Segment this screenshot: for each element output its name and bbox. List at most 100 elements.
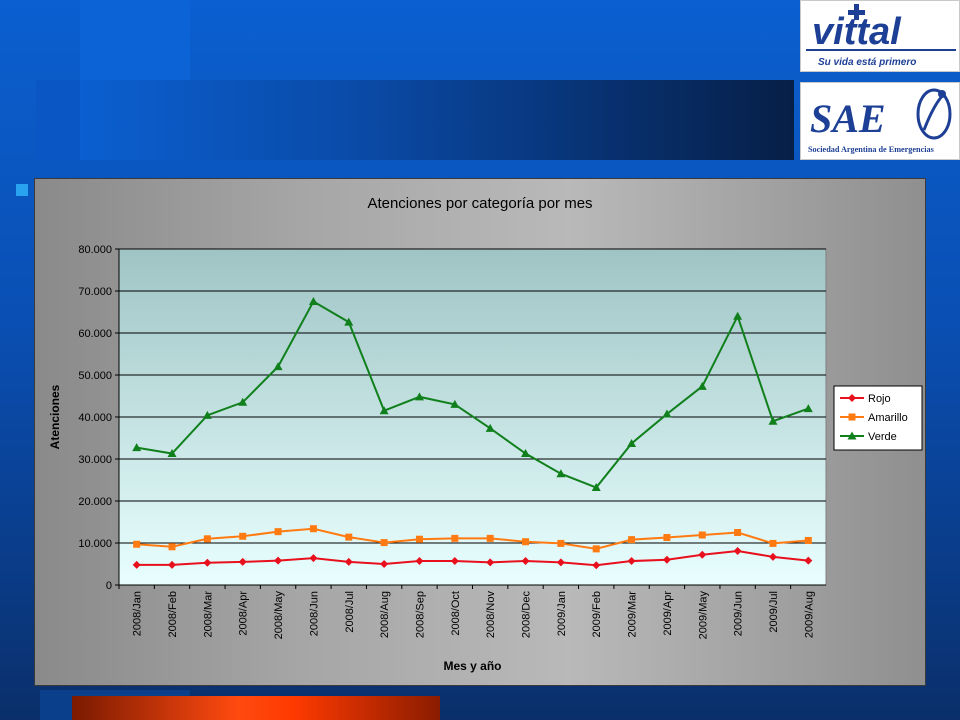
x-tick-label: 2008/Jan [132,591,144,636]
x-axis-ticks: 2008/Jan 2008/Feb 2008/Mar 2008/Apr 2008/May… [118,585,815,640]
data-point-rojo [450,557,459,566]
data-point-amarillo [239,532,247,540]
legend-marker-amarillo [848,413,856,421]
data-point-amarillo [345,533,353,541]
data-point-amarillo [628,536,636,544]
data-point-amarillo [522,538,530,546]
legend-marker-rojo [848,394,856,402]
data-point-amarillo [133,540,141,548]
x-tick-label: 2009/Apr [662,591,674,636]
data-point-verde [132,443,142,452]
x-tick-label: 2009/Aug [803,591,815,638]
x-tick-label: 2008/Mar [202,591,214,638]
legend-label-verde: Verde [868,431,897,443]
data-point-verde [697,381,707,390]
data-point-rojo [804,556,813,565]
x-tick-label: 2008/Jul [344,591,356,633]
data-point-verde [591,483,601,492]
y-tick-label: 80.000 [78,244,112,256]
x-tick-label: 2008/Sep [414,591,426,638]
vittal-tagline: Su vida está primero [818,57,916,68]
legend: Rojo Amarillo Verde [833,385,923,451]
data-point-rojo [768,552,777,561]
data-point-amarillo [698,531,706,539]
chart-panel: Atenciones por categoría por mes 0 10.000… [34,178,926,686]
x-axis-label: Mes y año [443,659,501,673]
series-verde [132,297,813,492]
series-line-amarillo [136,527,809,550]
bottom-accent-bar [72,696,440,720]
data-point-amarillo [486,534,494,542]
x-tick-label: 2008/May [273,591,285,640]
decorative-square [36,80,80,160]
gridlines [119,248,826,544]
data-point-rojo [521,557,530,566]
data-point-amarillo [451,534,459,542]
data-point-verde [238,397,248,406]
sae-logo-image: SAE Sociedad Argentina de Emergencias [808,88,952,154]
y-tick-label: 50.000 [78,370,112,382]
data-point-amarillo [203,535,211,543]
data-point-amarillo [415,535,423,543]
x-tick-label: 2009/Jul [768,591,780,633]
y-axis-label: Atenciones [48,384,62,449]
y-tick-label: 60.000 [78,328,112,340]
data-point-verde [202,410,212,419]
data-point-verde [167,449,177,458]
data-point-verde [521,449,531,458]
data-point-rojo [238,557,247,566]
x-tick-label: 2008/Oct [450,591,462,636]
data-point-rojo [168,560,177,569]
y-tick-label: 20.000 [78,496,112,508]
data-point-verde [662,409,672,418]
data-point-verde [308,297,318,305]
data-point-rojo [733,546,742,555]
sae-logo-wordmark: SAE [810,96,886,141]
legend-marker-verde [847,431,857,440]
data-point-verde [414,392,424,401]
data-point-rojo [415,557,424,566]
x-tick-label: 2008/Dec [521,591,533,639]
data-point-amarillo [804,536,812,544]
data-point-rojo [309,554,318,563]
data-point-rojo [486,558,495,567]
x-tick-label: 2008/Jun [308,591,320,636]
data-point-verde [450,399,460,408]
data-point-amarillo [274,528,282,536]
x-tick-label: 2009/Feb [591,591,603,637]
sae-logo: SAE Sociedad Argentina de Emergencias [800,82,960,160]
series-rojo [132,546,813,570]
data-point-verde [803,404,813,413]
series-line-verde [136,300,809,489]
data-point-amarillo [592,545,600,553]
decorative-square [80,0,190,80]
sae-subtitle: Sociedad Argentina de Emergencias [808,145,934,154]
vittal-logo-image: vittal Su vida está primero [806,4,956,68]
series-amarillo [133,525,812,553]
data-point-rojo [662,555,671,564]
data-point-verde [556,469,566,478]
x-tick-label: 2009/Jan [556,591,568,636]
data-point-verde [768,416,778,425]
data-point-amarillo [168,543,176,551]
y-tick-label: 40.000 [78,412,112,424]
y-tick-label: 30.000 [78,454,112,466]
data-point-rojo [698,550,707,559]
x-tick-label: 2008/Aug [379,591,391,638]
x-tick-label: 2009/May [697,591,709,640]
data-point-rojo [203,558,212,567]
data-point-verde [733,311,743,320]
series-group [132,297,813,570]
data-point-rojo [592,561,601,570]
data-point-verde [379,406,389,415]
legend-label-rojo: Rojo [868,393,891,405]
x-tick-label: 2008/Feb [167,591,179,637]
data-point-amarillo [663,534,671,542]
series-line-rojo [136,549,809,567]
data-point-amarillo [769,539,777,547]
data-point-amarillo [380,539,388,547]
x-tick-label: 2008/Apr [238,591,250,636]
chart-title: Atenciones por categoría por mes [367,195,592,212]
x-tick-label: 2009/Jun [733,591,745,636]
data-point-verde [485,423,495,432]
